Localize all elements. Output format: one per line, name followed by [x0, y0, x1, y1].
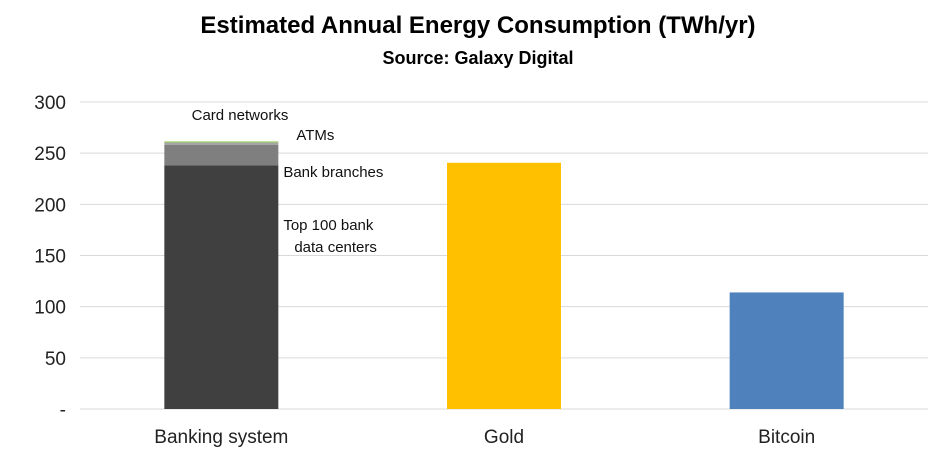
y-tick-label: 250 [34, 144, 66, 165]
bar-segment-banking-system-bank-branches [164, 144, 279, 166]
bar-segment-banking-system-top-100-bank-data-centers [164, 165, 279, 409]
segment-label-card-networks: Card networks [192, 107, 289, 124]
y-tick-label: 50 [45, 349, 66, 370]
bar-segment-bitcoin [729, 292, 844, 409]
segment-label-atms: ATMs [296, 127, 334, 144]
bar-segment-gold [447, 162, 561, 409]
y-tick-label: 150 [34, 247, 66, 268]
x-category-label: Gold [484, 427, 524, 448]
x-category-label: Bitcoin [758, 427, 815, 448]
chart-subtitle: Source: Galaxy Digital [382, 48, 573, 68]
y-tick-label: 300 [34, 93, 66, 114]
segment-label-bank-branches: Bank branches [283, 164, 383, 181]
bar-segment-banking-system-card-networks [164, 141, 279, 143]
segment-labels: Top 100 bank data centers Bank branches ATM… [192, 107, 384, 256]
y-tick-label: 200 [34, 195, 66, 216]
chart-title: Estimated Annual Energy Consumption (TWh… [200, 12, 755, 39]
x-category-label: Banking system [154, 427, 288, 448]
bars [164, 141, 844, 409]
x-axis-categories: Banking system Gold Bitcoin [154, 427, 815, 448]
segment-label-top-100-bank-data-centers: data centers [294, 239, 377, 256]
y-tick-label: 100 [34, 298, 66, 319]
y-tick-label: - [60, 400, 66, 421]
y-axis-ticks: - 50 100 150 200 250 300 [34, 93, 66, 421]
bar-segment-banking-system-atms [164, 142, 279, 145]
segment-label-top-100-bank-data-centers: Top 100 bank [283, 217, 374, 234]
